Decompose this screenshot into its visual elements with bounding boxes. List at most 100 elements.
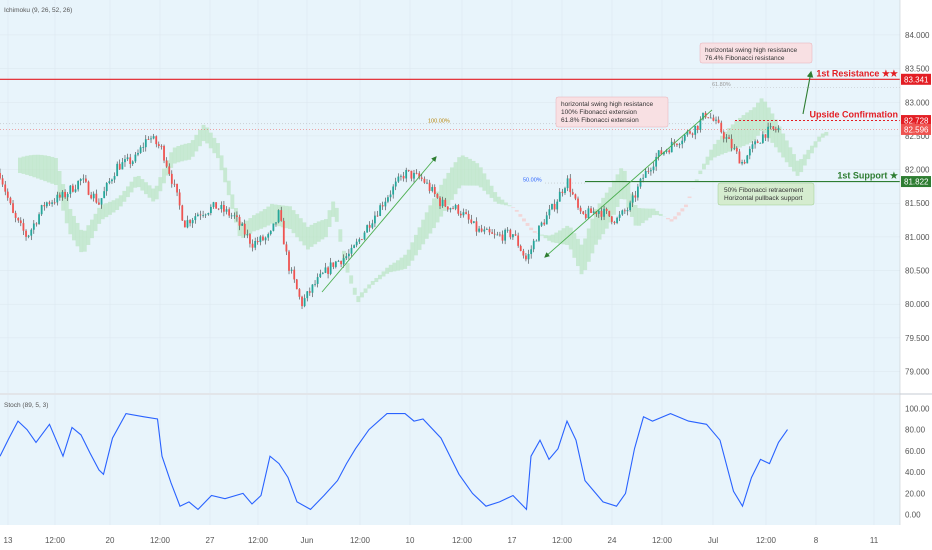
candle-body <box>186 220 189 228</box>
candle-body <box>538 225 540 241</box>
cloud-seg <box>176 146 181 163</box>
cloud-seg <box>136 175 141 188</box>
main-indicator-label: Ichimoku (9, 26, 52, 26) <box>4 7 72 14</box>
candle-body <box>92 193 95 199</box>
cloud-seg <box>25 155 30 175</box>
candle-body <box>691 133 694 135</box>
candle-body <box>191 220 194 224</box>
annotation-mid-line-1: horizontal swing high resistance <box>561 101 654 108</box>
candle-body <box>707 117 710 119</box>
cloud-seg <box>651 208 656 216</box>
cloud-seg <box>64 197 69 224</box>
cloud-seg <box>770 113 775 143</box>
price-tag-2 <box>901 123 931 135</box>
candle-body <box>150 138 152 140</box>
candle-body <box>527 254 530 260</box>
candle-body <box>670 141 673 153</box>
cloud-seg <box>302 222 307 246</box>
candle-body <box>478 228 480 232</box>
candle-body <box>152 136 155 139</box>
cloud-seg <box>738 117 742 148</box>
candle-body <box>394 181 397 187</box>
cloud-seg <box>32 154 37 178</box>
candle-body <box>428 182 431 191</box>
candle-body <box>777 128 780 131</box>
candle-body <box>196 214 199 217</box>
cloud-seg <box>345 263 350 273</box>
candle-body <box>220 205 223 210</box>
candle-body <box>288 251 290 271</box>
cloud-seg <box>129 181 134 193</box>
cloud-seg <box>205 127 210 144</box>
candle-body <box>709 117 712 119</box>
cloud-seg <box>216 143 220 159</box>
annotation-mid: horizontal swing high resistance 100% Fi… <box>555 96 669 128</box>
candle-body <box>207 213 210 215</box>
cloud-seg <box>363 288 368 293</box>
time-tick-3: 12:00 <box>150 536 171 545</box>
fib-100-label: 100.00% <box>428 118 450 124</box>
candle-body <box>652 166 655 171</box>
candle-body <box>702 112 704 120</box>
candle-body <box>496 234 499 236</box>
candle-body <box>105 182 108 192</box>
candle-body <box>355 241 358 246</box>
candle-body <box>381 205 384 207</box>
cloud-seg <box>543 235 548 239</box>
annotation-mid-line-3: 61.8% Fibonacci extension <box>561 117 639 124</box>
cloud-seg <box>547 235 552 241</box>
stoch-tick-4: 20.00 <box>905 489 926 498</box>
cloud-seg <box>446 172 451 206</box>
cloud-seg <box>777 126 782 153</box>
cloud-seg <box>810 145 814 154</box>
cloud-seg <box>698 170 703 175</box>
candle-body <box>27 235 30 237</box>
annotation-mid-line-2: 100% Fibonacci extension <box>561 109 637 116</box>
cloud-seg <box>198 129 202 147</box>
time-tick-17: 11 <box>870 536 879 545</box>
candle-body <box>249 234 251 244</box>
candle-body <box>764 134 767 138</box>
candle-body <box>629 202 631 211</box>
cloud-seg <box>788 147 793 167</box>
cloud-seg <box>594 209 598 245</box>
cloud-seg <box>723 131 728 154</box>
candle-body <box>426 182 428 184</box>
cloud-seg <box>756 102 760 136</box>
cloud-seg <box>676 212 681 216</box>
candle-body <box>733 147 736 149</box>
candle-body <box>126 157 129 160</box>
stoch-tick-5: 0.00 <box>905 511 921 520</box>
candle-body <box>155 136 158 145</box>
oscillator-indicator-label: Stoch (89, 5, 3) <box>4 402 48 409</box>
cloud-seg <box>97 207 102 224</box>
candle-body <box>118 163 121 170</box>
cloud-seg <box>817 136 822 142</box>
uptrend-arrow-1 <box>321 156 437 293</box>
cloud-seg <box>306 226 310 250</box>
candle-body <box>77 180 80 190</box>
cloud-seg <box>608 187 613 223</box>
candle-body <box>137 152 139 155</box>
candle-body <box>725 137 728 139</box>
candle-body <box>650 170 652 172</box>
price-tick-0: 84.000 <box>905 31 930 40</box>
candle-body <box>449 208 452 210</box>
candle-body <box>129 157 132 164</box>
candle-body <box>165 160 168 167</box>
candle-body <box>87 181 90 195</box>
price-tag-text-3: 81.822 <box>904 178 929 187</box>
candle-body <box>334 261 337 267</box>
cloud-seg <box>255 213 260 231</box>
cloud-seg <box>309 224 314 247</box>
cloud-seg <box>122 190 127 202</box>
candle-body <box>277 210 280 223</box>
cloud-seg <box>180 144 184 162</box>
candle-body <box>124 159 126 163</box>
cloud-seg <box>82 230 87 252</box>
candle-body <box>350 247 353 254</box>
cloud-seg <box>813 141 818 148</box>
candle-body <box>540 222 543 226</box>
cloud-seg <box>752 107 757 141</box>
candle-body <box>454 205 457 209</box>
